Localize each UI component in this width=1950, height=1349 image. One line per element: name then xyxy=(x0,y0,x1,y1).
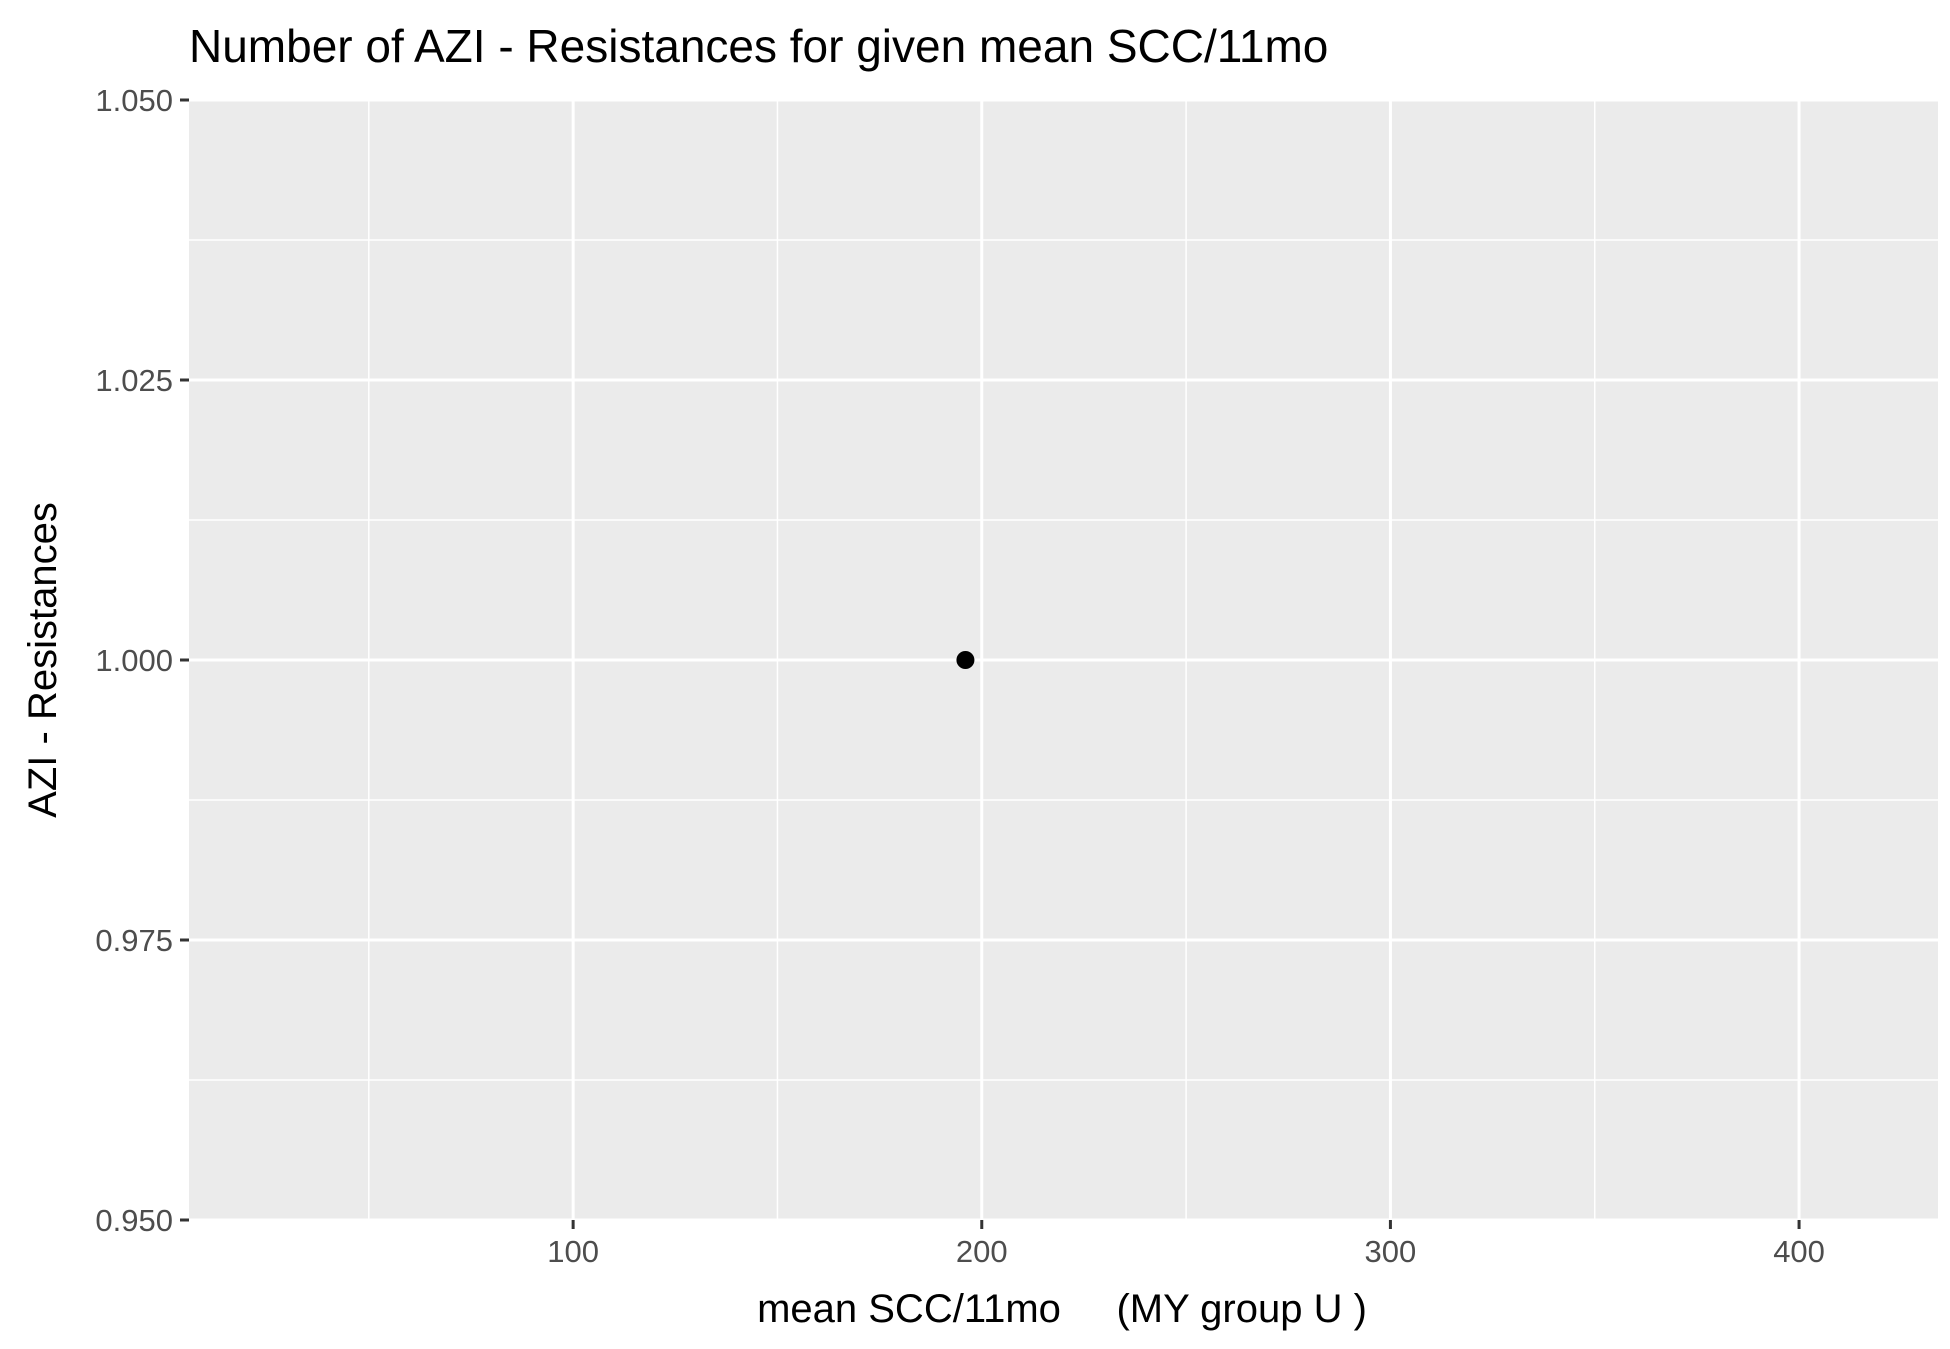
x-tick-label: 300 xyxy=(1365,1234,1417,1269)
y-axis: 0.950 0.975 1.000 1.025 1.050 xyxy=(95,83,189,1238)
y-axis-label: AZI - Resistances xyxy=(21,502,65,818)
data-points xyxy=(956,651,975,669)
y-tick-label: 0.975 xyxy=(95,923,173,958)
y-tick-label: 1.025 xyxy=(95,363,173,398)
chart-title: Number of AZI - Resistances for given me… xyxy=(189,20,1328,72)
x-axis: 100 200 300 400 xyxy=(547,1220,1825,1269)
x-axis-label: mean SCC/11mo (MY group U ) xyxy=(757,1287,1367,1331)
y-tick-label: 1.050 xyxy=(95,83,173,118)
x-tick-label: 400 xyxy=(1773,1234,1825,1269)
y-tick-label: 0.950 xyxy=(95,1203,173,1238)
x-tick-label: 100 xyxy=(547,1234,599,1269)
data-point xyxy=(956,651,975,669)
x-tick-label: 200 xyxy=(956,1234,1008,1269)
y-tick-label: 1.000 xyxy=(95,643,173,678)
major-gridlines xyxy=(189,98,1938,1222)
